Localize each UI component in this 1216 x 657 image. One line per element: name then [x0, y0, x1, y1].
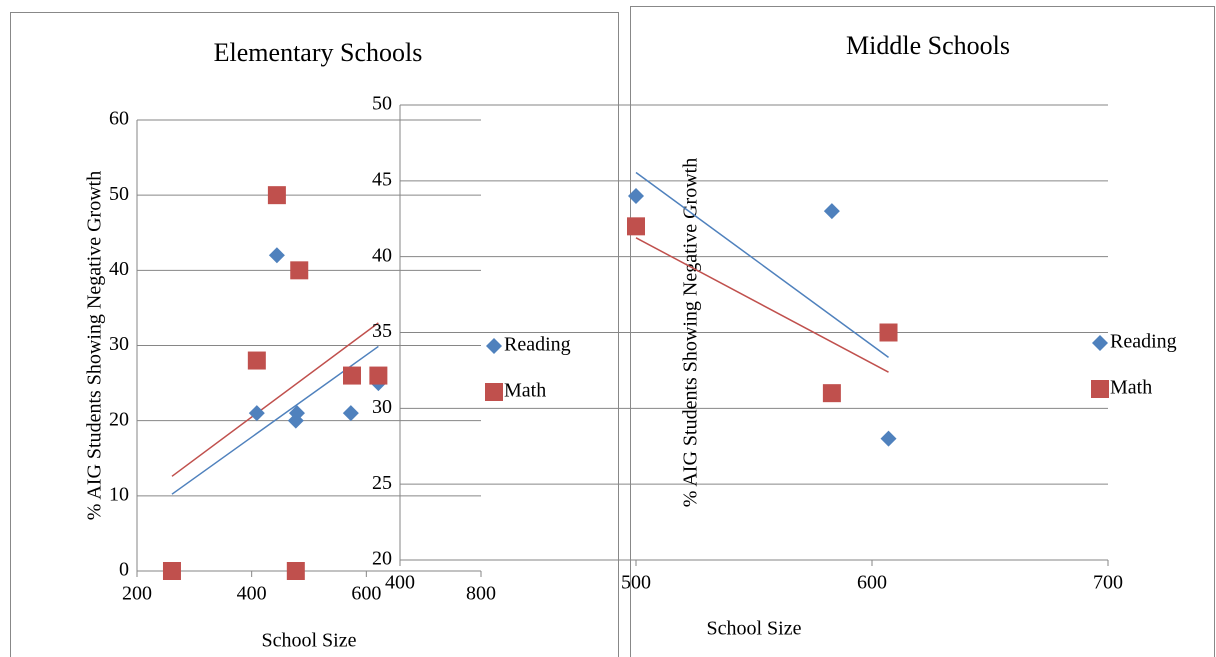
- point: [342, 405, 359, 422]
- y-tick-label: 25: [372, 472, 392, 494]
- point: [287, 412, 304, 429]
- x-tick-label: 800: [466, 583, 496, 605]
- point: [162, 562, 181, 580]
- point: [247, 351, 266, 370]
- y-tick-label: 30: [109, 333, 129, 355]
- point: [880, 430, 897, 447]
- point: [628, 188, 644, 204]
- legend-label: Math: [504, 380, 546, 402]
- x-tick-label: 500: [621, 572, 651, 594]
- chart-title: Elementary Schools: [214, 38, 423, 67]
- point: [823, 203, 840, 220]
- point: [879, 323, 898, 342]
- point: [286, 562, 305, 580]
- y-tick-label: 40: [109, 258, 129, 280]
- x-tick-label: 600: [857, 572, 887, 594]
- trendline: [635, 237, 889, 373]
- x-tick-label: 700: [1093, 572, 1123, 594]
- legend-marker: [486, 338, 502, 354]
- legend-marker: [1091, 380, 1109, 398]
- legend-marker: [1092, 335, 1108, 351]
- y-tick-label: 45: [372, 168, 392, 190]
- point: [248, 405, 265, 422]
- x-tick-label: 400: [237, 583, 267, 605]
- y-tick-label: 35: [372, 320, 392, 342]
- point: [369, 366, 388, 385]
- point: [343, 366, 361, 385]
- point: [268, 247, 285, 264]
- legend-label: Reading: [504, 334, 571, 356]
- trendline: [171, 322, 379, 477]
- legend-marker: [485, 383, 503, 401]
- point: [627, 217, 645, 236]
- x-axis-label: School Size: [707, 618, 802, 640]
- x-tick-label: 400: [385, 572, 415, 594]
- x-tick-label: 200: [122, 583, 152, 605]
- y-tick-label: 50: [109, 183, 129, 205]
- y-tick-label: 20: [109, 408, 129, 430]
- y-axis-label: % AIG Students Showing Negative Growth: [680, 158, 702, 507]
- y-tick-label: 30: [372, 396, 392, 418]
- y-tick-label: 10: [109, 483, 129, 505]
- legend-label: Math: [1110, 377, 1152, 399]
- y-tick-label: 50: [372, 93, 392, 115]
- y-tick-label: 40: [372, 244, 392, 266]
- point: [822, 384, 841, 403]
- y-tick-label: 20: [372, 548, 392, 570]
- panel-border: [10, 12, 619, 657]
- point: [267, 186, 286, 205]
- chart-title: Middle Schools: [846, 31, 1010, 60]
- x-axis-label: School Size: [262, 630, 357, 652]
- panel-border: [630, 6, 1215, 657]
- y-axis-label: % AIG Students Showing Negative Growth: [84, 171, 106, 520]
- y-tick-label: 0: [119, 559, 129, 581]
- trendline: [635, 171, 889, 359]
- legend-label: Reading: [1110, 331, 1177, 353]
- y-tick-label: 60: [109, 108, 129, 130]
- point: [290, 261, 309, 280]
- x-tick-label: 600: [351, 583, 381, 605]
